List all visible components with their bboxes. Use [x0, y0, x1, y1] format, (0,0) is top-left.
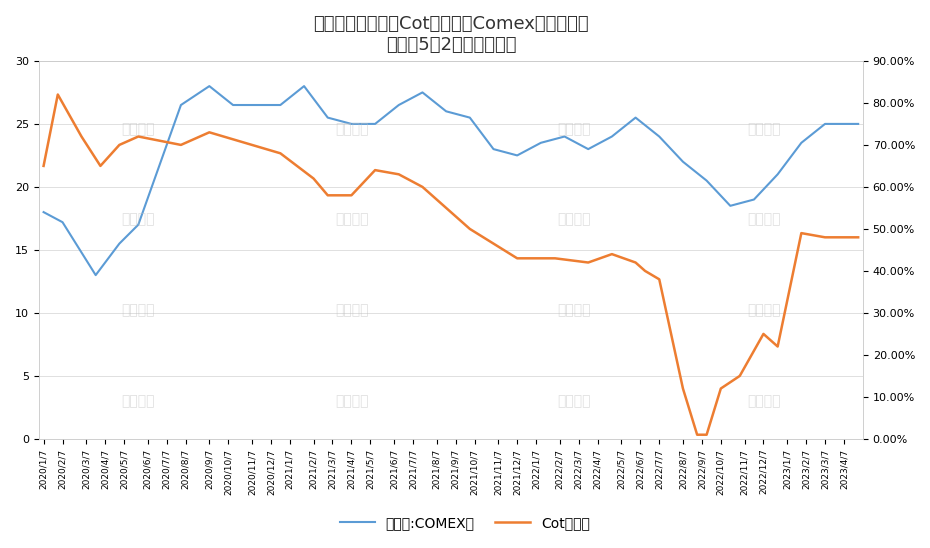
Cot百分位 — [52, 91, 63, 98]
Text: 金十期货: 金十期货 — [335, 394, 368, 408]
收盘价:COMEX银 — [493, 147, 504, 153]
Cot百分位 — [436, 201, 447, 207]
Text: 金十期货: 金十期货 — [335, 213, 368, 227]
Text: 金十期货: 金十期货 — [748, 394, 781, 408]
Cot百分位 — [488, 241, 499, 247]
Cot百分位 — [772, 343, 783, 350]
Cot百分位 — [663, 319, 674, 326]
Text: 金十期货: 金十期货 — [748, 304, 781, 317]
收盘价:COMEX银 — [90, 272, 101, 278]
Cot百分位 — [38, 163, 49, 169]
Text: 金十期货: 金十期货 — [121, 122, 154, 136]
Cot百分位 — [853, 234, 864, 241]
Text: 金十期货: 金十期货 — [558, 122, 591, 136]
Text: 金十期货: 金十期货 — [748, 122, 781, 136]
Text: 金十期货: 金十期货 — [121, 213, 154, 227]
收盘价:COMEX银 — [441, 108, 452, 115]
Text: 金十期货: 金十期货 — [748, 213, 781, 227]
Text: 金十期货: 金十期货 — [558, 394, 591, 408]
Line: Cot百分位: Cot百分位 — [44, 94, 858, 435]
Text: 金十期货: 金十期货 — [121, 304, 154, 317]
收盘价:COMEX银 — [668, 149, 679, 155]
Text: 金十期货: 金十期货 — [121, 394, 154, 408]
Cot百分位 — [341, 192, 352, 198]
收盘价:COMEX银 — [853, 121, 864, 127]
收盘价:COMEX银 — [772, 171, 783, 178]
Cot百分位 — [635, 264, 646, 270]
收盘价:COMEX银 — [346, 121, 357, 127]
Line: 收盘价:COMEX银: 收盘价:COMEX银 — [44, 86, 858, 275]
Text: 金十期货: 金十期货 — [335, 122, 368, 136]
Cot百分位 — [692, 431, 703, 438]
Text: 金十期货: 金十期货 — [558, 213, 591, 227]
Text: 金十期货: 金十期货 — [335, 304, 368, 317]
收盘价:COMEX银 — [640, 122, 651, 128]
Title: 白银非商业性持仓Cot百分位与Comex白银收盘价
（截至5月2日当周数据）: 白银非商业性持仓Cot百分位与Comex白银收盘价 （截至5月2日当周数据） — [313, 15, 589, 54]
收盘价:COMEX银 — [38, 209, 49, 215]
Text: 金十期货: 金十期货 — [558, 304, 591, 317]
Legend: 收盘价:COMEX银, Cot百分位: 收盘价:COMEX银, Cot百分位 — [334, 511, 596, 535]
收盘价:COMEX银 — [204, 83, 215, 89]
